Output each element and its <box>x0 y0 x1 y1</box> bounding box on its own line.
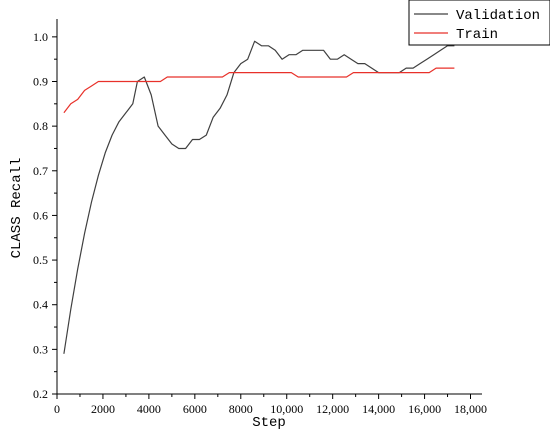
x-tick-label: 4000 <box>137 402 161 416</box>
x-axis-ticks: 0 2000 4000 6000 8000 10,000 12,000 14,000 16,00… <box>54 394 487 416</box>
x-tick-label: 14,000 <box>362 402 395 416</box>
x-axis-title: Step <box>252 415 286 431</box>
y-tick-label: 0.7 <box>33 164 48 178</box>
series-line-validation <box>63 40 455 354</box>
y-tick-label: 0.3 <box>33 342 48 356</box>
y-tick-label: 0.4 <box>33 298 48 312</box>
series-line-train <box>63 67 455 114</box>
y-tick-label: 0.6 <box>33 208 48 222</box>
legend-box <box>408 0 550 46</box>
legend-label-validation: Validation <box>456 8 540 24</box>
series-layer <box>63 40 455 354</box>
y-axis-title: CLASS Recall <box>9 158 25 259</box>
y-tick-label: 1.0 <box>33 30 48 44</box>
y-axis-ticks: 0.2 0.3 0.4 0.5 0.6 0.7 0.8 0.9 1.0 <box>33 30 57 401</box>
x-tick-label: 0 <box>54 402 60 416</box>
plot-area <box>56 19 482 395</box>
x-tick-label: 10,000 <box>270 402 303 416</box>
y-tick-label: 0.2 <box>33 387 48 401</box>
x-tick-label: 8000 <box>229 402 253 416</box>
x-tick-label: 12,000 <box>316 402 349 416</box>
y-tick-label: 0.5 <box>33 253 48 267</box>
x-tick-label: 2000 <box>91 402 115 416</box>
y-tick-label: 0.9 <box>33 75 48 89</box>
legend-label-train: Train <box>456 27 498 43</box>
x-tick-label: 6000 <box>183 402 207 416</box>
x-tick-label: 16,000 <box>408 402 441 416</box>
legend: Validation Train <box>408 0 550 46</box>
x-tick-label: 18,000 <box>454 402 487 416</box>
y-tick-label: 0.8 <box>33 119 48 133</box>
